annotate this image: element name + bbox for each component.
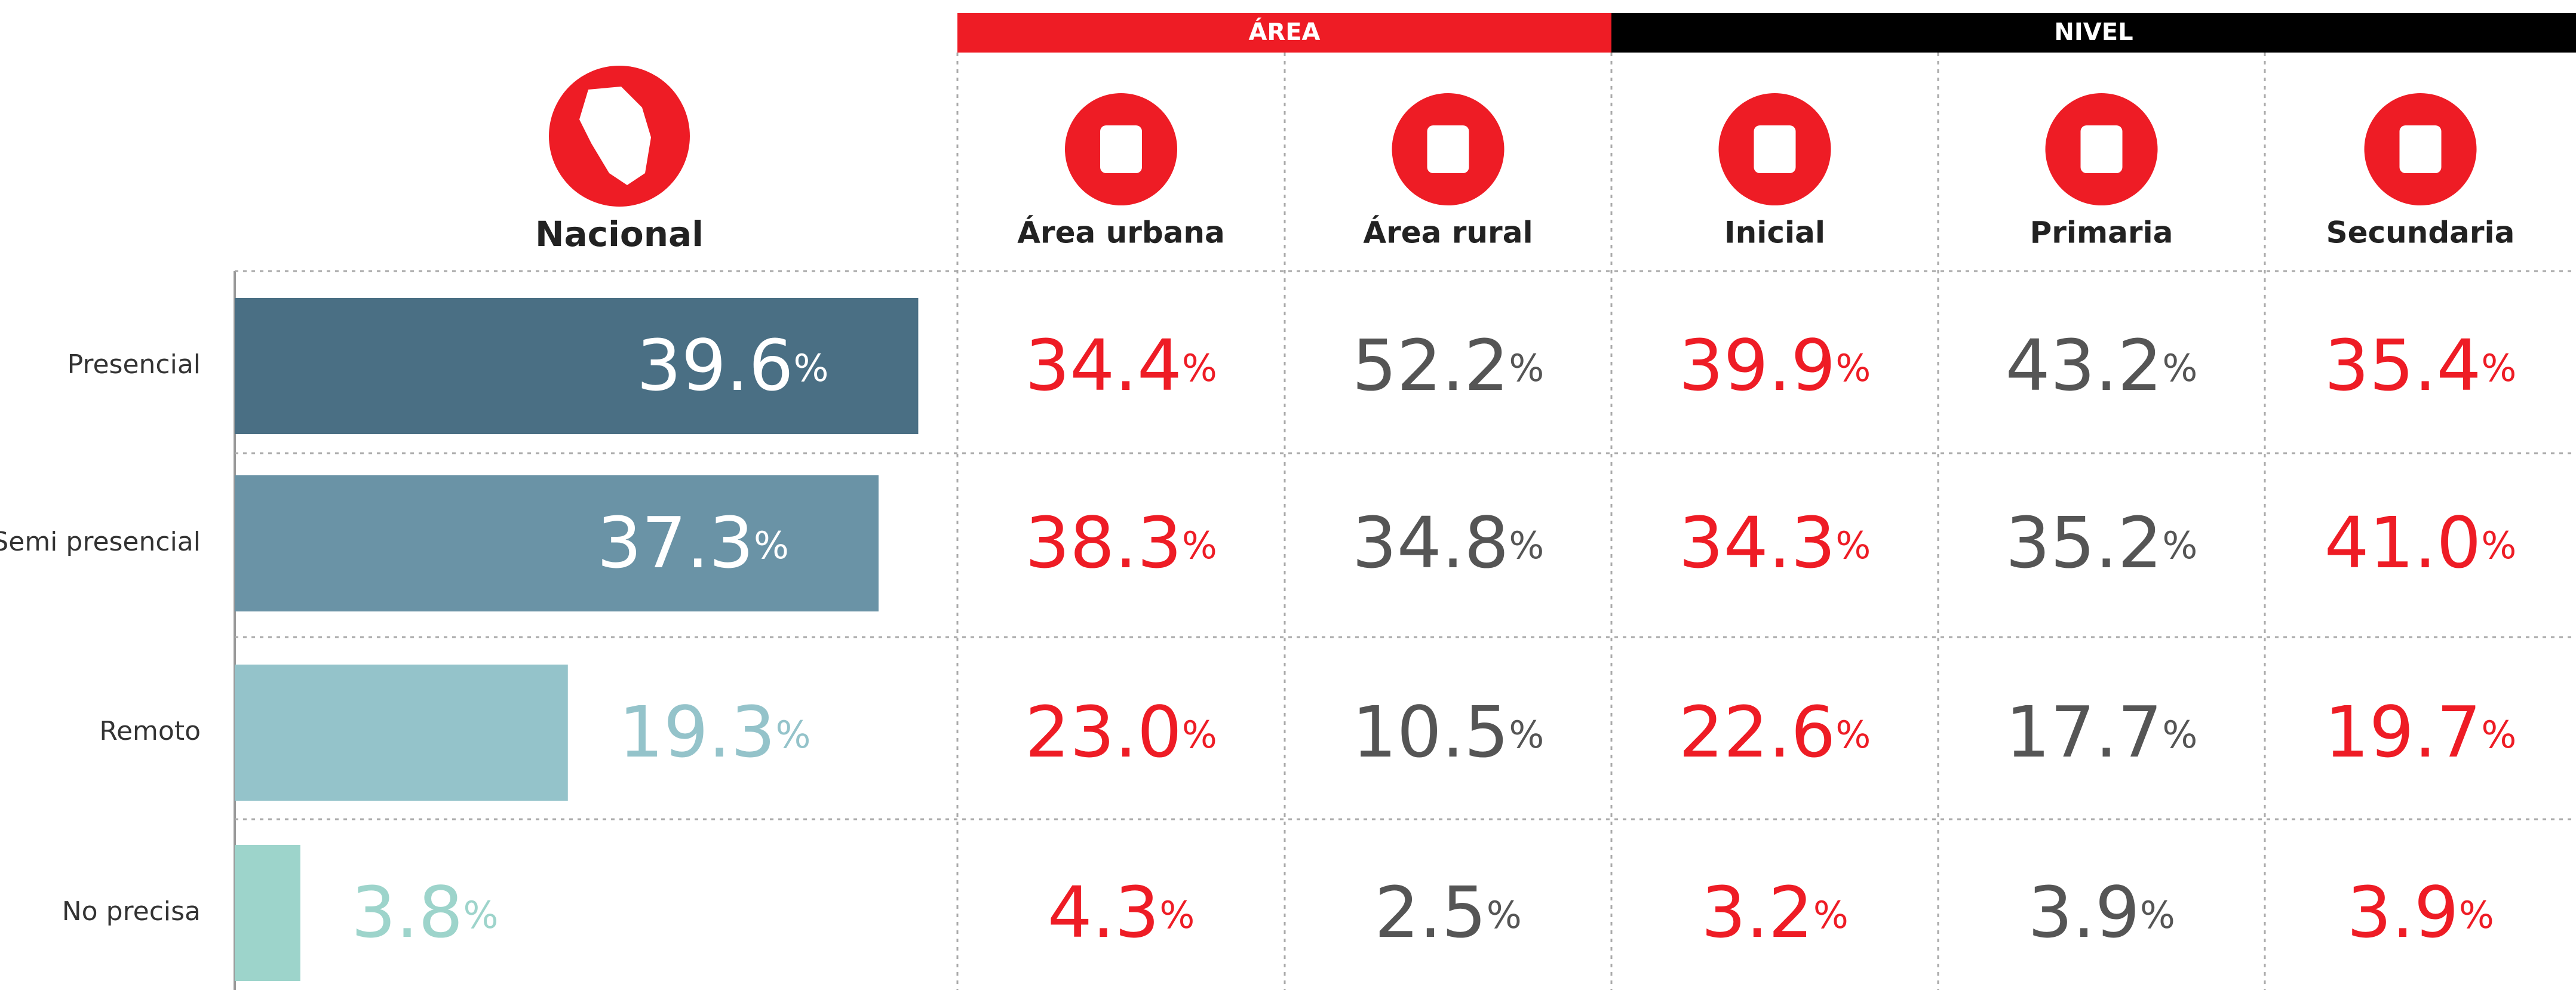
value-unit: % bbox=[754, 524, 789, 567]
cell-number: 23.0 bbox=[1025, 691, 1182, 773]
cell-value: 3.9% bbox=[2347, 871, 2494, 954]
category-label: No precisa bbox=[62, 896, 201, 927]
category-label: Remoto bbox=[99, 716, 201, 746]
cell-unit: % bbox=[2140, 893, 2175, 937]
value-unit: % bbox=[794, 346, 829, 390]
value-label: 37.3% bbox=[597, 502, 789, 584]
cell-unit: % bbox=[2481, 524, 2516, 567]
cell-number: 41.0 bbox=[2325, 502, 2482, 584]
cell-value: 52.2% bbox=[1352, 324, 1545, 407]
cell-value: 34.8% bbox=[1352, 502, 1545, 584]
value-unit: % bbox=[776, 713, 811, 757]
cell-unit: % bbox=[1509, 713, 1544, 757]
group-header bbox=[957, 13, 1611, 53]
column-icon-glyph bbox=[2399, 125, 2442, 173]
column-label: Área urbana bbox=[1017, 215, 1225, 250]
cell-value: 3.2% bbox=[1701, 871, 1849, 954]
cell-unit: % bbox=[1182, 346, 1217, 390]
cell-value: 39.9% bbox=[1679, 324, 1871, 407]
column-label: Área rural bbox=[1363, 215, 1533, 250]
cell-number: 43.2 bbox=[2006, 324, 2163, 407]
cell-unit: % bbox=[1509, 346, 1544, 390]
cell-value: 2.5% bbox=[1374, 871, 1522, 954]
cell-value: 35.2% bbox=[2006, 502, 2198, 584]
cell-value: 43.2% bbox=[2006, 324, 2198, 407]
peru-icon bbox=[549, 66, 690, 207]
cell-number: 22.6 bbox=[1679, 691, 1836, 773]
bar bbox=[235, 298, 919, 434]
value-number: 39.6 bbox=[637, 324, 794, 407]
cell-value: 38.3% bbox=[1025, 502, 1217, 584]
cell-number: 3.9 bbox=[2347, 871, 2459, 954]
cell-value: 35.4% bbox=[2325, 324, 2517, 407]
cell-value: 19.7% bbox=[2325, 691, 2517, 773]
bar bbox=[235, 475, 879, 611]
cell-value: 17.7% bbox=[2006, 691, 2198, 773]
cell-value: 34.3% bbox=[1679, 502, 1871, 584]
cell-unit: % bbox=[2162, 524, 2197, 567]
cell-value: 34.4% bbox=[1025, 324, 1217, 407]
cell-unit: % bbox=[2481, 346, 2516, 390]
chart-title: Nacional bbox=[535, 214, 704, 254]
column-label: Inicial bbox=[1724, 216, 1825, 250]
category-label: Semi presencial bbox=[0, 527, 201, 557]
cell-number: 35.4 bbox=[2325, 324, 2482, 407]
cell-value: 22.6% bbox=[1679, 691, 1871, 773]
bar bbox=[235, 845, 300, 981]
cell-unit: % bbox=[1182, 713, 1217, 757]
cell-number: 34.8 bbox=[1352, 502, 1509, 584]
cell-number: 17.7 bbox=[2006, 691, 2163, 773]
cell-value: 41.0% bbox=[2325, 502, 2517, 584]
group-label: NIVEL bbox=[2054, 19, 2133, 46]
cell-unit: % bbox=[2162, 346, 2197, 390]
cell-value: 4.3% bbox=[1048, 871, 1195, 954]
cell-number: 19.7 bbox=[2325, 691, 2482, 773]
column-icon-glyph bbox=[1427, 125, 1469, 173]
cell-unit: % bbox=[1813, 893, 1849, 937]
column-icon-glyph bbox=[2080, 125, 2123, 173]
cell-number: 3.9 bbox=[2028, 871, 2140, 954]
cell-number: 35.2 bbox=[2006, 502, 2163, 584]
value-number: 37.3 bbox=[597, 502, 754, 584]
column-label: Primaria bbox=[2030, 216, 2173, 250]
value-label: 19.3% bbox=[619, 691, 811, 773]
category-label: Presencial bbox=[67, 349, 201, 380]
value-label: 3.8% bbox=[351, 871, 499, 954]
value-number: 19.3 bbox=[619, 691, 776, 773]
cell-value: 10.5% bbox=[1352, 691, 1545, 773]
cell-unit: % bbox=[1159, 893, 1195, 937]
cell-unit: % bbox=[1182, 524, 1217, 567]
column-icon-glyph bbox=[1754, 125, 1796, 173]
group-label: ÁREA bbox=[1248, 17, 1320, 46]
group-header bbox=[1611, 13, 2576, 53]
cell-unit: % bbox=[1487, 893, 1522, 937]
bar bbox=[235, 665, 568, 801]
cell-unit: % bbox=[1509, 524, 1544, 567]
cell-value: 3.9% bbox=[2028, 871, 2175, 954]
column-label: Secundaria bbox=[2326, 216, 2515, 250]
cell-number: 3.2 bbox=[1701, 871, 1813, 954]
value-number: 3.8 bbox=[351, 871, 463, 954]
cell-value: 23.0% bbox=[1025, 691, 1217, 773]
value-unit: % bbox=[463, 893, 498, 937]
cell-unit: % bbox=[1835, 524, 1871, 567]
cell-unit: % bbox=[1835, 346, 1871, 390]
cell-number: 39.9 bbox=[1679, 324, 1836, 407]
cell-number: 4.3 bbox=[1048, 871, 1160, 954]
cell-unit: % bbox=[2162, 713, 2197, 757]
cell-number: 2.5 bbox=[1374, 871, 1487, 954]
cell-unit: % bbox=[1835, 713, 1871, 757]
cell-number: 34.3 bbox=[1679, 502, 1836, 584]
cell-number: 34.4 bbox=[1025, 324, 1182, 407]
cell-number: 38.3 bbox=[1025, 502, 1182, 584]
column-icon-glyph bbox=[1100, 125, 1142, 173]
cell-number: 52.2 bbox=[1352, 324, 1509, 407]
cell-number: 10.5 bbox=[1352, 691, 1509, 773]
value-label: 39.6% bbox=[637, 324, 829, 407]
cell-unit: % bbox=[2459, 893, 2494, 937]
cell-unit: % bbox=[2481, 713, 2516, 757]
